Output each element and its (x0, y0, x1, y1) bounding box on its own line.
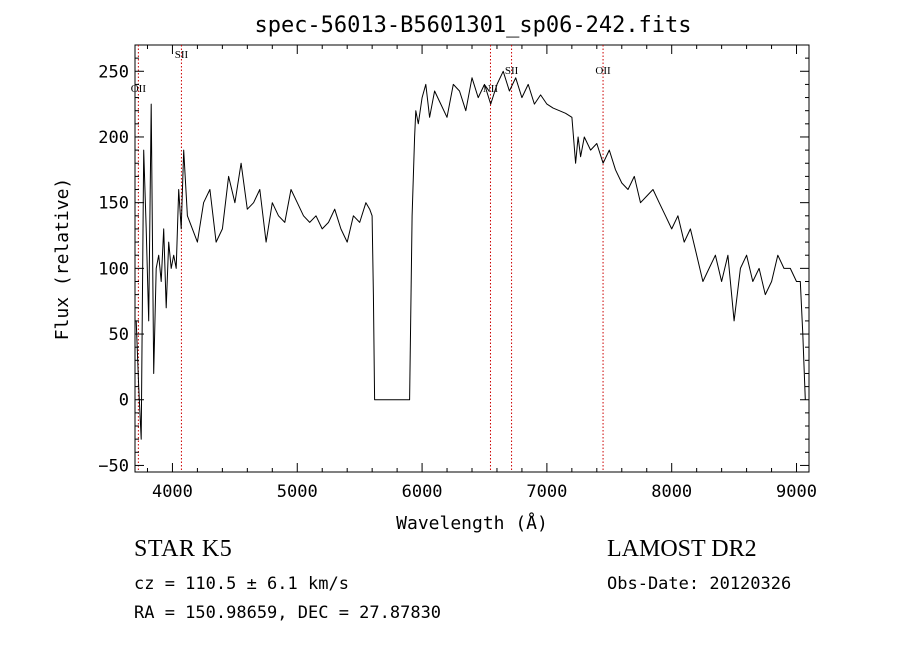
plot-area: OII SII NII SII OII 4000 5000 6000 7000 8000 9000… (98, 44, 817, 502)
y-axis-label: Flux (relative) (52, 178, 73, 341)
survey-name: LAMOST DR2 (607, 536, 757, 562)
line-marker-label: SII (505, 65, 519, 77)
observation-date: Obs-Date: 20120326 (607, 574, 792, 594)
plot-frame (134, 44, 810, 473)
x-axis-ticks: 4000 5000 6000 7000 8000 9000 (146, 45, 817, 502)
chart-title: spec-56013-B5601301_sp06-242.fits (254, 13, 691, 38)
line-marker-label: NII (483, 83, 499, 95)
coordinates: RA = 150.98659, DEC = 27.87830 (134, 603, 442, 623)
y-tick-label: 0 (119, 391, 129, 411)
y-tick-label: 250 (98, 62, 129, 82)
spectrum-series (135, 70, 806, 440)
spectrum-line (135, 70, 806, 440)
y-axis-ticks: −50 0 50 100 150 200 250 (98, 57, 809, 476)
x-tick-label: 7000 (526, 482, 567, 502)
x-tick-label: 8000 (651, 482, 692, 502)
line-marker-label: OII (131, 83, 147, 95)
x-tick-label: 5000 (277, 482, 318, 502)
object-class: STAR K5 (134, 536, 233, 562)
x-tick-label: 4000 (152, 482, 193, 502)
redshift-velocity: cz = 110.5 ± 6.1 km/s (134, 574, 349, 594)
x-tick-label: 6000 (402, 482, 443, 502)
y-tick-label: 100 (98, 259, 129, 279)
line-marker-label: OII (595, 65, 611, 77)
x-tick-label: 9000 (776, 482, 817, 502)
x-axis-label: Wavelength (Å) (396, 512, 548, 534)
y-tick-label: 150 (98, 194, 129, 214)
y-tick-label: −50 (98, 456, 129, 476)
emission-line-markers: OII SII NII SII OII (131, 45, 611, 472)
y-tick-label: 200 (98, 128, 129, 148)
y-tick-label: 50 (109, 325, 129, 345)
spectrum-plot: spec-56013-B5601301_sp06-242.fits OII SII… (52, 13, 817, 534)
line-marker-label: SII (175, 49, 189, 61)
